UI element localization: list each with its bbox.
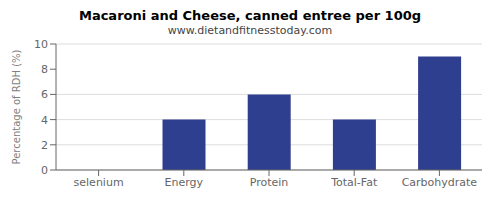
- html-text:Macaroni and Cheese, canned en: Macaroni and Cheese, canned entree per 1…: [79, 8, 421, 23]
- svg-text:Energy: Energy: [165, 176, 204, 189]
- svg-text:2: 2: [41, 139, 48, 152]
- html-text:www.dietandfitnesstoday.com: www.dietandfitnesstoday.com: [167, 24, 333, 37]
- svg-text:8: 8: [41, 63, 48, 76]
- svg-text:0: 0: [41, 164, 48, 177]
- svg-text:10: 10: [34, 38, 48, 51]
- svg-text:6: 6: [41, 88, 48, 101]
- svg-text:Percentage of RDH (%): Percentage of RDH (%): [11, 49, 22, 164]
- svg-text:Total-Fat: Total-Fat: [330, 176, 378, 189]
- svg-text:selenium: selenium: [74, 176, 124, 189]
- svg-text:4: 4: [41, 114, 48, 127]
- svg-text:Protein: Protein: [250, 176, 289, 189]
- svg-text:Carbohydrate: Carbohydrate: [402, 176, 478, 189]
